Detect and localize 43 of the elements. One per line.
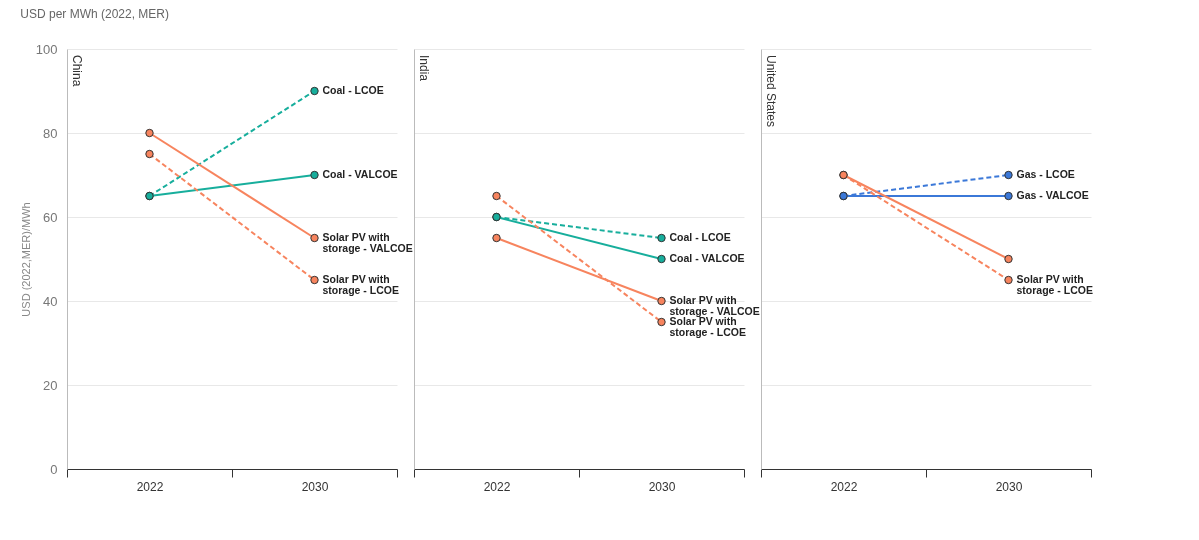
point [310, 86, 319, 96]
point [657, 254, 666, 264]
y-tick-label: 40 [43, 293, 58, 309]
point [657, 233, 666, 243]
y-axis-title: USD (2022,MER)/MWh [19, 202, 32, 317]
text: United States [764, 55, 778, 128]
x-tick-label: 2030 [648, 479, 676, 494]
point [1004, 170, 1013, 180]
point [1004, 254, 1013, 264]
point [492, 233, 501, 243]
text: China [70, 55, 84, 87]
series-label: Solar PV with storage - VALCOE [322, 231, 413, 254]
y-tick-label: 80 [43, 125, 58, 141]
point [657, 317, 666, 327]
point [657, 296, 666, 306]
series-label: Coal - LCOE [322, 84, 384, 96]
series-label: Solar PV with storage - LCOE [1016, 273, 1093, 296]
point [1004, 275, 1013, 285]
y-tick-label: 20 [43, 377, 58, 393]
point [310, 275, 319, 285]
text: India [417, 55, 431, 82]
x-tick-label: 2022 [136, 479, 164, 494]
x-tick-label: 2022 [483, 479, 511, 494]
series-label: Coal - VALCOE [322, 168, 398, 180]
y-tick-label: 0 [50, 461, 58, 477]
point [1004, 191, 1013, 201]
series-label: Gas - VALCOE [1016, 189, 1089, 201]
series-label: Solar PV with storage - VALCOE [669, 294, 760, 317]
point [310, 170, 319, 180]
y-tick-label: 60 [43, 209, 58, 225]
point [310, 233, 319, 243]
series-label: Coal - VALCOE [669, 252, 745, 264]
chart-subtitle: USD per MWh (2022, MER) [20, 7, 170, 21]
y-tick-label: 100 [35, 41, 58, 57]
series-label: Gas - LCOE [1016, 168, 1075, 180]
x-tick-label: 2030 [301, 479, 329, 494]
series-label: Coal - LCOE [669, 231, 731, 243]
x-tick-label: 2030 [995, 479, 1023, 494]
series-label: Solar PV with storage - LCOE [322, 273, 399, 296]
x-tick-label: 2022 [830, 479, 858, 494]
point [145, 149, 154, 159]
point [145, 128, 154, 138]
point [492, 191, 501, 201]
